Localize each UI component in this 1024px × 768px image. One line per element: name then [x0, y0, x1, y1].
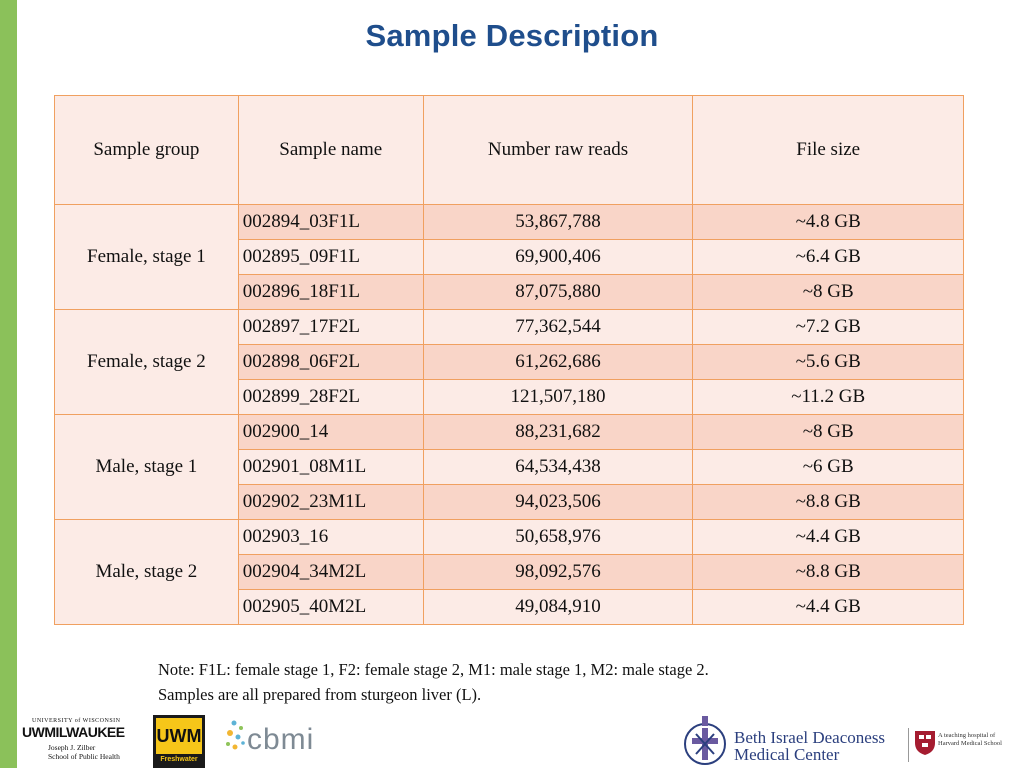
note-line-2: Samples are all prepared from sturgeon l…	[158, 685, 482, 704]
logo-divider	[908, 728, 909, 762]
sample-name-cell: 002896_18F1L	[237, 274, 424, 310]
uwm-zilber-logo: UNIVERSITY of WISCONSIN UWMILWAUKEE Jose…	[22, 718, 132, 766]
table-row: 002898_06F2L 61,262,686 ~5.6 GB	[55, 344, 964, 380]
cbmi-logo: cbmi	[225, 715, 335, 765]
uwm-logo-sub-line-2: School of Public Health	[48, 752, 120, 761]
header-sample-group: Sample group	[54, 95, 239, 205]
freshwater-logo-main: UWM	[156, 718, 202, 754]
uwm-logo-sub-line-1: Joseph J. Zilber	[48, 743, 96, 752]
table-row: 002901_08M1L 64,534,438 ~6 GB	[55, 449, 964, 485]
file-size-cell: ~8 GB	[692, 414, 964, 450]
cbmi-logo-text: cbmi	[247, 723, 315, 756]
file-size-cell: ~6.4 GB	[692, 239, 964, 275]
file-size-cell: ~11.2 GB	[692, 379, 964, 415]
table-row: 002899_28F2L 121,507,180 ~11.2 GB	[55, 379, 964, 415]
sample-group-cell: Female, stage 2	[54, 309, 239, 415]
table-row: 002896_18F1L 87,075,880 ~8 GB	[55, 274, 964, 310]
raw-reads-cell: 98,092,576	[422, 554, 694, 590]
file-size-cell: ~4.8 GB	[692, 204, 964, 240]
note: Note: F1L: female stage 1, F2: female st…	[158, 657, 709, 707]
harvard-logo-line-1: A teaching hospital of	[938, 732, 996, 739]
table-row: Female, stage 2 002897_17F2L 77,362,544 ~7.…	[54, 309, 964, 415]
file-size-cell: ~7.2 GB	[692, 309, 964, 345]
file-size-cell: ~8.8 GB	[692, 484, 964, 520]
accent-bar	[0, 0, 17, 768]
table-header-row: Sample group Sample name Number raw read…	[54, 95, 964, 205]
sample-name-cell: 002898_06F2L	[237, 344, 424, 380]
raw-reads-cell: 64,534,438	[422, 449, 694, 485]
sample-group-cell: Female, stage 1	[54, 204, 239, 310]
sample-name-cell: 002902_23M1L	[237, 484, 424, 520]
bidmc-logo-line-2: Medical Center	[734, 745, 840, 764]
uwm-logo-main-text: UWMILWAUKEE	[22, 724, 125, 740]
harvard-logo-text: A teaching hospital of Harvard Medical S…	[938, 732, 1002, 748]
file-size-cell: ~4.4 GB	[692, 589, 964, 625]
table-row: 002895_09F1L 69,900,406 ~6.4 GB	[55, 239, 964, 275]
raw-reads-cell: 87,075,880	[422, 274, 694, 310]
header-file-size: File size	[692, 95, 964, 205]
table-row: Male, stage 1 002900_14 88,231,682 ~8 GB	[54, 414, 964, 520]
header-sample-name: Sample name	[237, 95, 424, 205]
file-size-cell: ~4.4 GB	[692, 519, 964, 555]
cbmi-dots-icon	[226, 720, 245, 750]
uwm-logo-sub-text: Joseph J. Zilber School of Public Health	[48, 743, 120, 761]
raw-reads-cell: 53,867,788	[422, 204, 694, 240]
table-body: Female, stage 1 002894_03F1L 53,867,788 ~4.…	[54, 204, 964, 625]
freshwater-logo-sub: Freshwater	[160, 756, 198, 763]
harvard-logo-line-2: Harvard Medical School	[938, 740, 1002, 747]
bidmc-logo: Beth Israel Deaconess Medical Center A t…	[682, 712, 1022, 768]
raw-reads-cell: 94,023,506	[422, 484, 694, 520]
uwm-freshwater-logo: UWM Freshwater	[153, 715, 205, 768]
table-row: Male, stage 2 002903_16 50,658,976 ~4.4 GB	[54, 519, 964, 625]
sample-group-cell: Male, stage 1	[54, 414, 239, 520]
bidmc-logo-line-1: Beth Israel Deaconess	[734, 728, 886, 747]
bidmc-emblem-icon	[684, 716, 726, 765]
raw-reads-cell: 61,262,686	[422, 344, 694, 380]
note-line-1: Note: F1L: female stage 1, F2: female st…	[158, 660, 709, 679]
harvard-shield-icon	[915, 731, 935, 755]
sample-name-cell: 002903_16	[237, 519, 424, 555]
file-size-cell: ~6 GB	[692, 449, 964, 485]
table-row: 002905_40M2L 49,084,910 ~4.4 GB	[55, 589, 964, 625]
raw-reads-cell: 50,658,976	[422, 519, 694, 555]
file-size-cell: ~8.8 GB	[692, 554, 964, 590]
raw-reads-cell: 121,507,180	[422, 379, 694, 415]
sample-group-cell: Male, stage 2	[54, 519, 239, 625]
sample-name-cell: 002894_03F1L	[237, 204, 424, 240]
raw-reads-cell: 69,900,406	[422, 239, 694, 275]
sample-table: Sample group Sample name Number raw read…	[54, 95, 964, 625]
file-size-cell: ~5.6 GB	[692, 344, 964, 380]
table-row: 002904_34M2L 98,092,576 ~8.8 GB	[55, 554, 964, 590]
slide-title: Sample Description	[365, 18, 659, 53]
sample-name-cell: 002895_09F1L	[237, 239, 424, 275]
sample-name-cell: 002905_40M2L	[237, 589, 424, 625]
sample-name-cell: 002900_14	[237, 414, 424, 450]
sample-name-cell: 002899_28F2L	[237, 379, 424, 415]
header-number-raw-reads: Number raw reads	[422, 95, 694, 205]
file-size-cell: ~8 GB	[692, 274, 964, 310]
raw-reads-cell: 88,231,682	[422, 414, 694, 450]
raw-reads-cell: 77,362,544	[422, 309, 694, 345]
uwm-logo-top-text: UNIVERSITY of WISCONSIN	[32, 718, 121, 724]
sample-name-cell: 002901_08M1L	[237, 449, 424, 485]
table-row: Female, stage 1 002894_03F1L 53,867,788 ~4.…	[54, 204, 964, 310]
sample-name-cell: 002897_17F2L	[237, 309, 424, 345]
raw-reads-cell: 49,084,910	[422, 589, 694, 625]
sample-name-cell: 002904_34M2L	[237, 554, 424, 590]
